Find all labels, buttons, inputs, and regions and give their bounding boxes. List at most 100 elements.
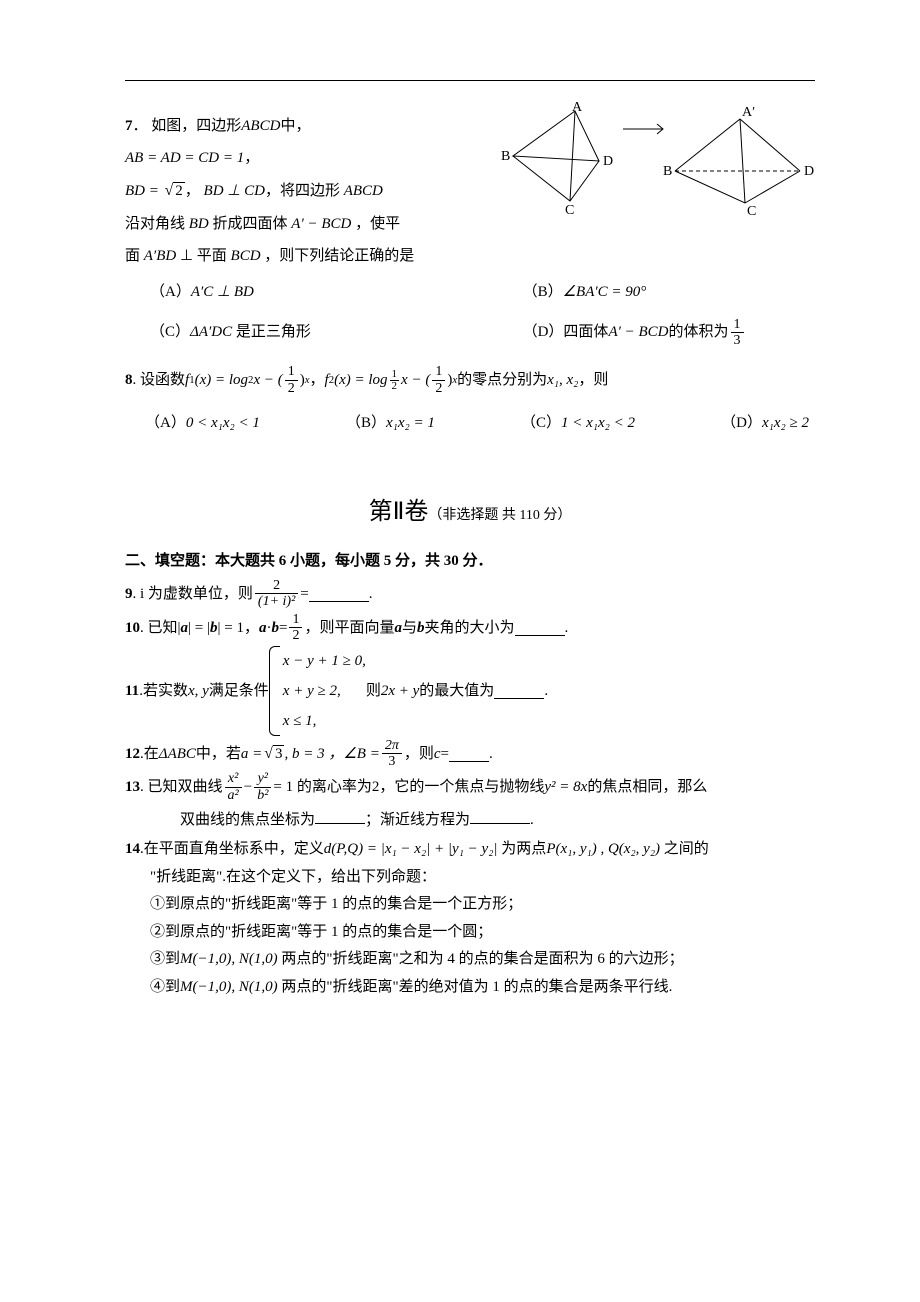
q10-e: 夹角的大小为 [424,613,514,643]
sec-sub: （非选择题 共 110 分） [428,508,571,523]
q8-optC: （C）1 < x₁x₂ < 2 [521,408,635,438]
q14-l2: "折线距离".在这个定义下，给出下列命题： [125,865,815,891]
q7-l3e: ABCD [344,183,383,199]
q13-xn: x² [225,771,242,786]
q7-l2m: AB = AD = CD = 1 [125,150,244,166]
q8-options: （A）0 < x₁x₂ < 1 （B）x₁x₂ = 1 （C）1 < x₁x₂ … [125,408,815,438]
q8-f1d: ) [300,365,305,395]
q10-b: ， [244,613,259,643]
q7-optA-m: A′C ⊥ BD [191,284,254,300]
q14-s3: ③到M(−1,0), N(1,0) 两点的"折线距离"之和为 4 的点的集合是面… [125,947,815,973]
q11-c1: x − y + 1 ≥ 0, [283,653,366,669]
q14-b: 为两点 [498,841,547,857]
q7-optB-lbl: （B） [523,284,563,300]
q7-l5b: A′BD [144,248,180,264]
q7-num: 7 [125,118,133,134]
q14-def: d(P,Q) = |x₁ − x₂| + |y₁ − y₂| [324,841,498,857]
q8-f2e: 的零点分别为 [457,365,547,395]
q8-a: . 设函数 [133,365,186,395]
q8-oCl: （C） [521,415,561,431]
q10-c: ，则平面向量 [304,613,394,643]
q7-options: （A）A′C ⊥ BD （B）∠BA′C = 90° （C）ΔA′DC 是正三角… [125,277,840,349]
q8-oDl: （D） [721,415,762,431]
q7-l5e: ，则下列结论正确的是 [261,248,415,264]
q8-f1e: ， [310,365,325,395]
q7-optB-m: ∠BA′C = 90° [563,284,647,300]
q12-f: = [441,739,449,769]
q13-l2c: . [530,812,534,828]
q7-line4: 沿对角线 BD 折成四面体 A′ − BCD ，使平 [125,209,475,239]
q7-l4a: 沿对角线 [125,216,185,232]
q14-s4m: M(−1,0), N(1,0) [180,979,278,995]
q10-hn: 1 [289,612,302,627]
q13-line2: 双曲线的焦点坐标为；渐近线方程为. [125,805,815,835]
sec-main: 第Ⅱ卷 [369,499,429,525]
q10-f: . [565,613,569,643]
q10-bb: b [210,613,218,643]
q8-optD: （D）x₁x₂ ≥ 2 [721,408,809,438]
q12-fn: 2π [382,738,402,753]
q14-s3b: 两点的"折线距离"之和为 4 的点的集合是面积为 [278,951,594,967]
q8-h2d: 2 [432,380,445,396]
q7-l3s: 2 [173,182,185,199]
q13: 13. 已知双曲线 x²a² − y²b² = 1 的离心率为 2 ，它的一个焦… [125,771,815,803]
q10-aa: a [181,613,189,643]
q7-line3: BD = √2， BD ⊥ CD，将四边形 ABCD [125,175,475,207]
q10-bb3: b [417,613,425,643]
q7-l5a: 面 [125,248,144,264]
q8-oCm: 1 < x₁x₂ < 2 [561,415,635,431]
q7-optA-lbl: （A） [150,284,191,300]
q11-c: 则 [366,676,381,706]
q14-s2: ②到原点的"折线距离"等于 1 的点的集合是一个圆； [125,920,815,946]
q11-ex: 2x + y [381,676,419,706]
q8-oBm: x₁x₂ = 1 [386,415,435,431]
q14-num: 14 [125,841,140,857]
q9-num: 9 [125,579,133,609]
q10-num: 10 [125,613,140,643]
q7-l3c: BD ⊥ CD [204,183,265,199]
q8-oAl: （A） [145,415,186,431]
q7-l3d: ，将四边形 [265,183,344,199]
q11-a: .若实数 [139,676,188,706]
q7-optC-lbl: （C） [150,324,190,340]
q9-fn: 2 [255,578,298,593]
q13-d: 的焦点相同，那么 [587,772,707,802]
q8-bsd: 2 [390,380,400,392]
q7-optD-fn: 1 [731,317,744,332]
q14-s1: ①到原点的"折线距离"等于 1 的点的集合是一个正方形； [125,892,815,918]
q7-optD-m: A′ − BCD [608,317,668,347]
q10-blank [515,620,565,636]
q12-c: a = [241,739,262,769]
q13-blank1 [315,808,365,824]
q10-bb2: b [271,613,279,643]
fig-label-C: C [565,203,574,216]
q8-optB: （B）x₁x₂ = 1 [346,408,435,438]
q14-s3c: 6 [594,951,609,967]
q8-h1d: 2 [285,380,298,396]
q13-yn: y² [254,771,271,786]
q11-d: 的最大值为 [419,676,494,706]
q13-num: 13 [125,772,140,802]
q11-c2: x + y ≥ 2, [283,683,341,699]
q12-b: 中，若 [196,739,241,769]
q7-line5: 面 A′BD ⊥ 平面 BCD ，则下列结论正确的是 [125,241,475,271]
q14-s3m: M(−1,0), N(1,0) [180,951,278,967]
q13-l2a: 双曲线的焦点坐标为 [180,812,315,828]
q14-s3a: ③到 [150,951,180,967]
q7-l3a: BD = [125,183,163,199]
q13-2: 2 [372,772,380,802]
q12-a: .在 [140,739,159,769]
q10-aa2: a [259,613,267,643]
q13-c: ，它的一个焦点与抛物线 [379,772,544,802]
fig-label-B2: B [663,164,672,179]
q14-s4b: 两点的"折线距离"差的绝对值为 1 的点的集合是两条平行线. [278,979,673,995]
q13-a: . 已知双曲线 [140,772,223,802]
q8-h2n: 1 [432,364,445,379]
q13-blank2 [470,808,530,824]
q13-m: − [244,772,252,802]
q8-f1b: (x) = log [195,365,248,395]
q7-line2: AB = AD = CD = 1， [125,143,475,173]
q7-optC-t: 是正三角形 [232,324,311,340]
q10: 10. 已知 |a| = |b| = 1， a · b = 12 ，则平面向量 … [125,612,815,644]
q10-aa3: a [394,613,402,643]
